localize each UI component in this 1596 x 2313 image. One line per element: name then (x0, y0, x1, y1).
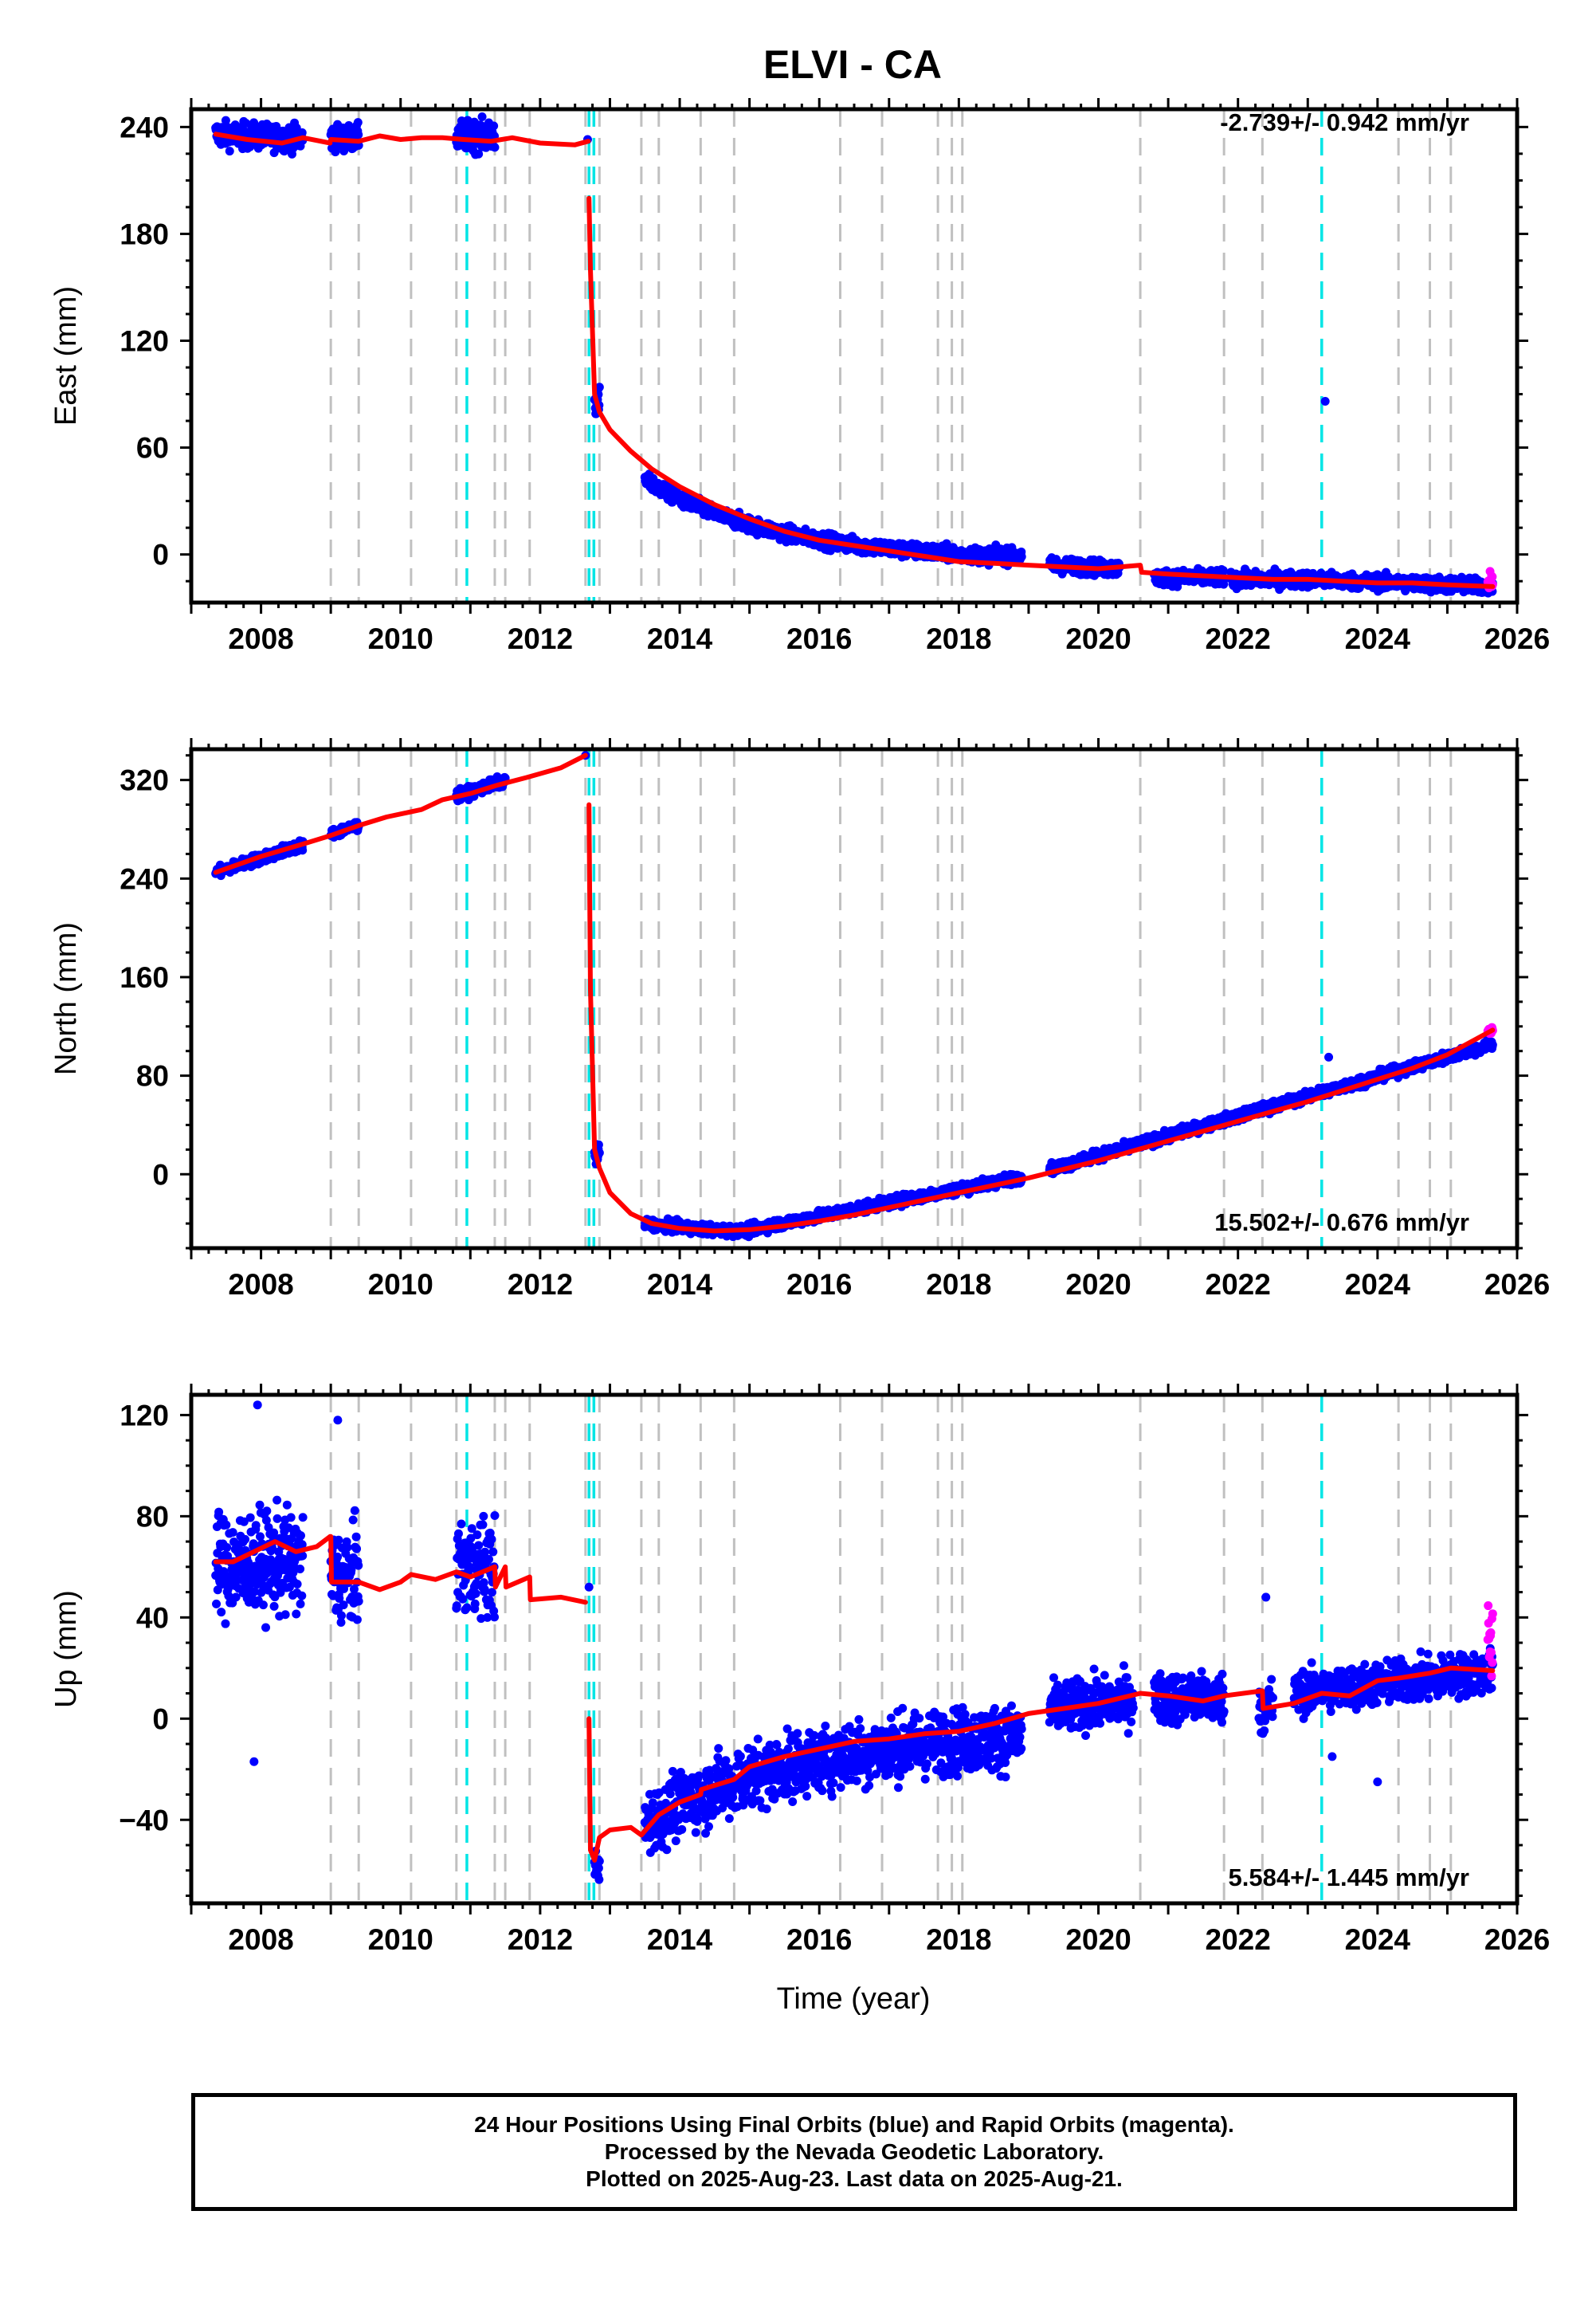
north-plot-area (211, 749, 1497, 1248)
east-data-point (474, 149, 484, 159)
east-x-tick-label: 2008 (228, 622, 293, 655)
east-x-tick-label: 2020 (1065, 622, 1131, 655)
chart-title: ELVI - CA (763, 42, 942, 87)
east-data-point (477, 112, 487, 122)
east-plot-area (211, 109, 1497, 619)
east-outlier-point (1320, 396, 1330, 406)
east-y-tick-label: 120 (120, 325, 169, 358)
east-y-tick-label: 240 (120, 111, 169, 143)
east-x-tick-label: 2024 (1345, 622, 1411, 655)
east-model-line (213, 132, 333, 146)
east-x-tick-label: 2026 (1484, 622, 1550, 655)
east-data-point (353, 118, 363, 128)
east-y-tick-label: 0 (152, 539, 169, 571)
east-x-tick-label: 2010 (368, 622, 433, 655)
east-data-point (489, 121, 499, 131)
east-y-axis-label: East (mm) (49, 286, 83, 426)
east-x-tick-label: 2018 (926, 622, 991, 655)
east-frame (189, 107, 1520, 605)
east-model-line (586, 195, 1496, 589)
east-rate-label: -2.739+/- 0.942 mm/yr (1220, 108, 1469, 136)
east-x-tick-label: 2022 (1206, 622, 1271, 655)
east-y-tick-label: 180 (120, 218, 169, 250)
east-outlier-point (1265, 611, 1274, 619)
east-data-point (1218, 566, 1228, 575)
east-data-point (225, 147, 234, 156)
east-data-point (1017, 552, 1026, 562)
north-data-point (298, 846, 308, 855)
east-data-point (594, 383, 604, 392)
north-panel: 2008 2010 2012 2014 2016 2018 2020 2022 2024 2026… (49, 738, 1550, 1301)
east-x-tick-label: 2014 (647, 622, 713, 655)
east-data-point (942, 539, 951, 548)
east-model-line (328, 133, 591, 147)
east-rapid-point (1488, 572, 1497, 582)
east-panel: 2008 2010 2012 2014 2016 2018 2020 2022 2024 2026… (49, 98, 1550, 655)
east-data-point (339, 147, 349, 156)
east-data-point (297, 128, 307, 138)
east-data-point (490, 143, 500, 152)
east-x-tick-label: 2016 (786, 622, 852, 655)
east-x-tick-label: 2012 (508, 622, 573, 655)
east-y-tick-label: 60 (136, 432, 169, 465)
east-data-point (354, 130, 363, 139)
